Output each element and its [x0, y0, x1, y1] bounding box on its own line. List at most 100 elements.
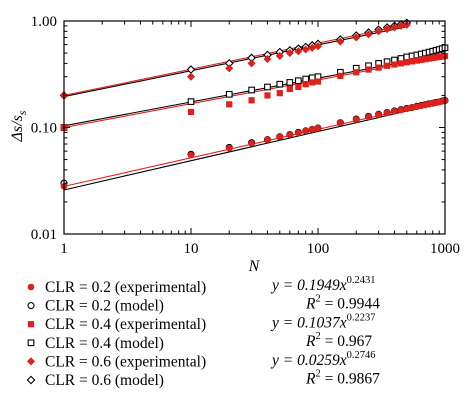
- legend-label: CLR = 0.6 (experimental): [45, 353, 206, 370]
- data-point: [301, 45, 310, 54]
- fit-equation-y: y = 0.1949x0.2431: [270, 275, 375, 294]
- data-point: [286, 79, 294, 86]
- data-point: [276, 80, 284, 88]
- data-point: [295, 83, 302, 91]
- data-point: [352, 116, 360, 123]
- x-tick-label: 10: [184, 241, 199, 257]
- data-point: [397, 60, 405, 67]
- legend-label: CLR = 0.2 (model): [45, 298, 164, 315]
- legend-marker: [27, 339, 35, 347]
- data-point: [336, 37, 345, 46]
- data-point: [337, 72, 344, 80]
- y-axis-title: Δs/ss: [9, 110, 29, 142]
- data-point: [375, 111, 382, 118]
- data-point: [302, 127, 309, 135]
- data-point: [364, 30, 373, 39]
- y-tick-label: 1.00: [31, 14, 57, 30]
- legend-item: CLR = 0.4 (model): [27, 335, 164, 352]
- data-point: [365, 113, 372, 121]
- data-point: [375, 64, 382, 71]
- axis-ticks: [63, 21, 445, 235]
- data-point: [276, 90, 283, 97]
- y-axis-title-main: Δs/s: [9, 115, 26, 142]
- data-point: [294, 47, 303, 56]
- data-point: [186, 72, 196, 81]
- data-point: [309, 79, 316, 86]
- experimental-fit-line: [63, 24, 407, 96]
- legend-label: CLR = 0.6 (model): [45, 372, 164, 389]
- data-point: [308, 126, 316, 133]
- legend-label: CLR = 0.4 (model): [45, 335, 164, 352]
- fit-equation-y: y = 0.1037x0.2237: [270, 313, 375, 332]
- plot-frame: [63, 20, 446, 235]
- data-point: [337, 119, 344, 126]
- legend-marker: [27, 283, 35, 291]
- data-point: [390, 23, 399, 32]
- data-point: [248, 97, 255, 104]
- data-point: [286, 85, 293, 93]
- data-point: [302, 81, 309, 88]
- model-fit-line: [63, 101, 446, 191]
- data-point: [187, 151, 195, 159]
- data-markers: [59, 18, 449, 190]
- legend-marker: [26, 375, 36, 385]
- legend-label: CLR = 0.4 (experimental): [45, 316, 206, 333]
- legend-item: CLR = 0.2 (experimental): [27, 279, 206, 296]
- fit-lines: [63, 24, 446, 191]
- legend-item: CLR = 0.4 (experimental): [27, 316, 206, 333]
- data-point: [402, 20, 411, 29]
- data-point: [225, 64, 234, 73]
- data-point: [248, 140, 255, 147]
- data-point: [314, 124, 322, 132]
- legend-marker: [26, 357, 36, 366]
- data-point: [353, 69, 360, 76]
- data-point: [383, 109, 391, 117]
- svg-text:Δs/ss: Δs/ss: [9, 110, 29, 142]
- legend-marker: [27, 321, 35, 328]
- data-point: [286, 131, 294, 138]
- x-tick-label: 100: [307, 241, 330, 257]
- legend-item: CLR = 0.6 (model): [26, 372, 164, 389]
- y-axis-title-sub: s: [15, 110, 29, 115]
- data-point: [248, 86, 255, 94]
- data-point: [295, 129, 302, 137]
- data-point: [225, 144, 233, 152]
- data-point: [374, 27, 383, 36]
- data-point: [225, 90, 233, 98]
- data-point: [226, 101, 233, 108]
- data-point: [263, 54, 272, 63]
- data-point: [313, 42, 323, 51]
- legend-item: CLR = 0.2 (model): [27, 298, 164, 315]
- x-tick-label: 1: [60, 241, 68, 257]
- data-point: [247, 59, 256, 68]
- data-point: [383, 25, 392, 34]
- data-point: [264, 136, 271, 143]
- legend-marker: [27, 302, 35, 310]
- fit-equation-r2: R2 = 0.9944: [305, 294, 380, 313]
- y-tick-label: 0.01: [31, 227, 57, 243]
- legend-item: CLR = 0.6 (experimental): [26, 353, 206, 370]
- legend-label: CLR = 0.2 (experimental): [45, 279, 206, 296]
- data-point: [264, 92, 271, 99]
- data-point: [294, 77, 302, 85]
- x-axis-title: N: [248, 258, 261, 275]
- data-point: [264, 83, 271, 91]
- x-tick-label: 1000: [430, 241, 460, 257]
- data-point: [365, 66, 372, 73]
- fit-equation-r2: R2 = 0.967: [305, 331, 372, 350]
- data-point: [397, 106, 405, 114]
- data-point: [391, 107, 398, 115]
- data-point: [187, 108, 195, 116]
- data-point: [403, 59, 410, 66]
- data-point: [276, 133, 284, 140]
- data-point: [314, 78, 322, 85]
- data-point: [302, 75, 310, 83]
- data-point: [352, 33, 361, 42]
- data-point: [275, 51, 284, 60]
- fit-equation-r2: R2 = 0.9867: [305, 369, 380, 388]
- data-point: [285, 49, 294, 58]
